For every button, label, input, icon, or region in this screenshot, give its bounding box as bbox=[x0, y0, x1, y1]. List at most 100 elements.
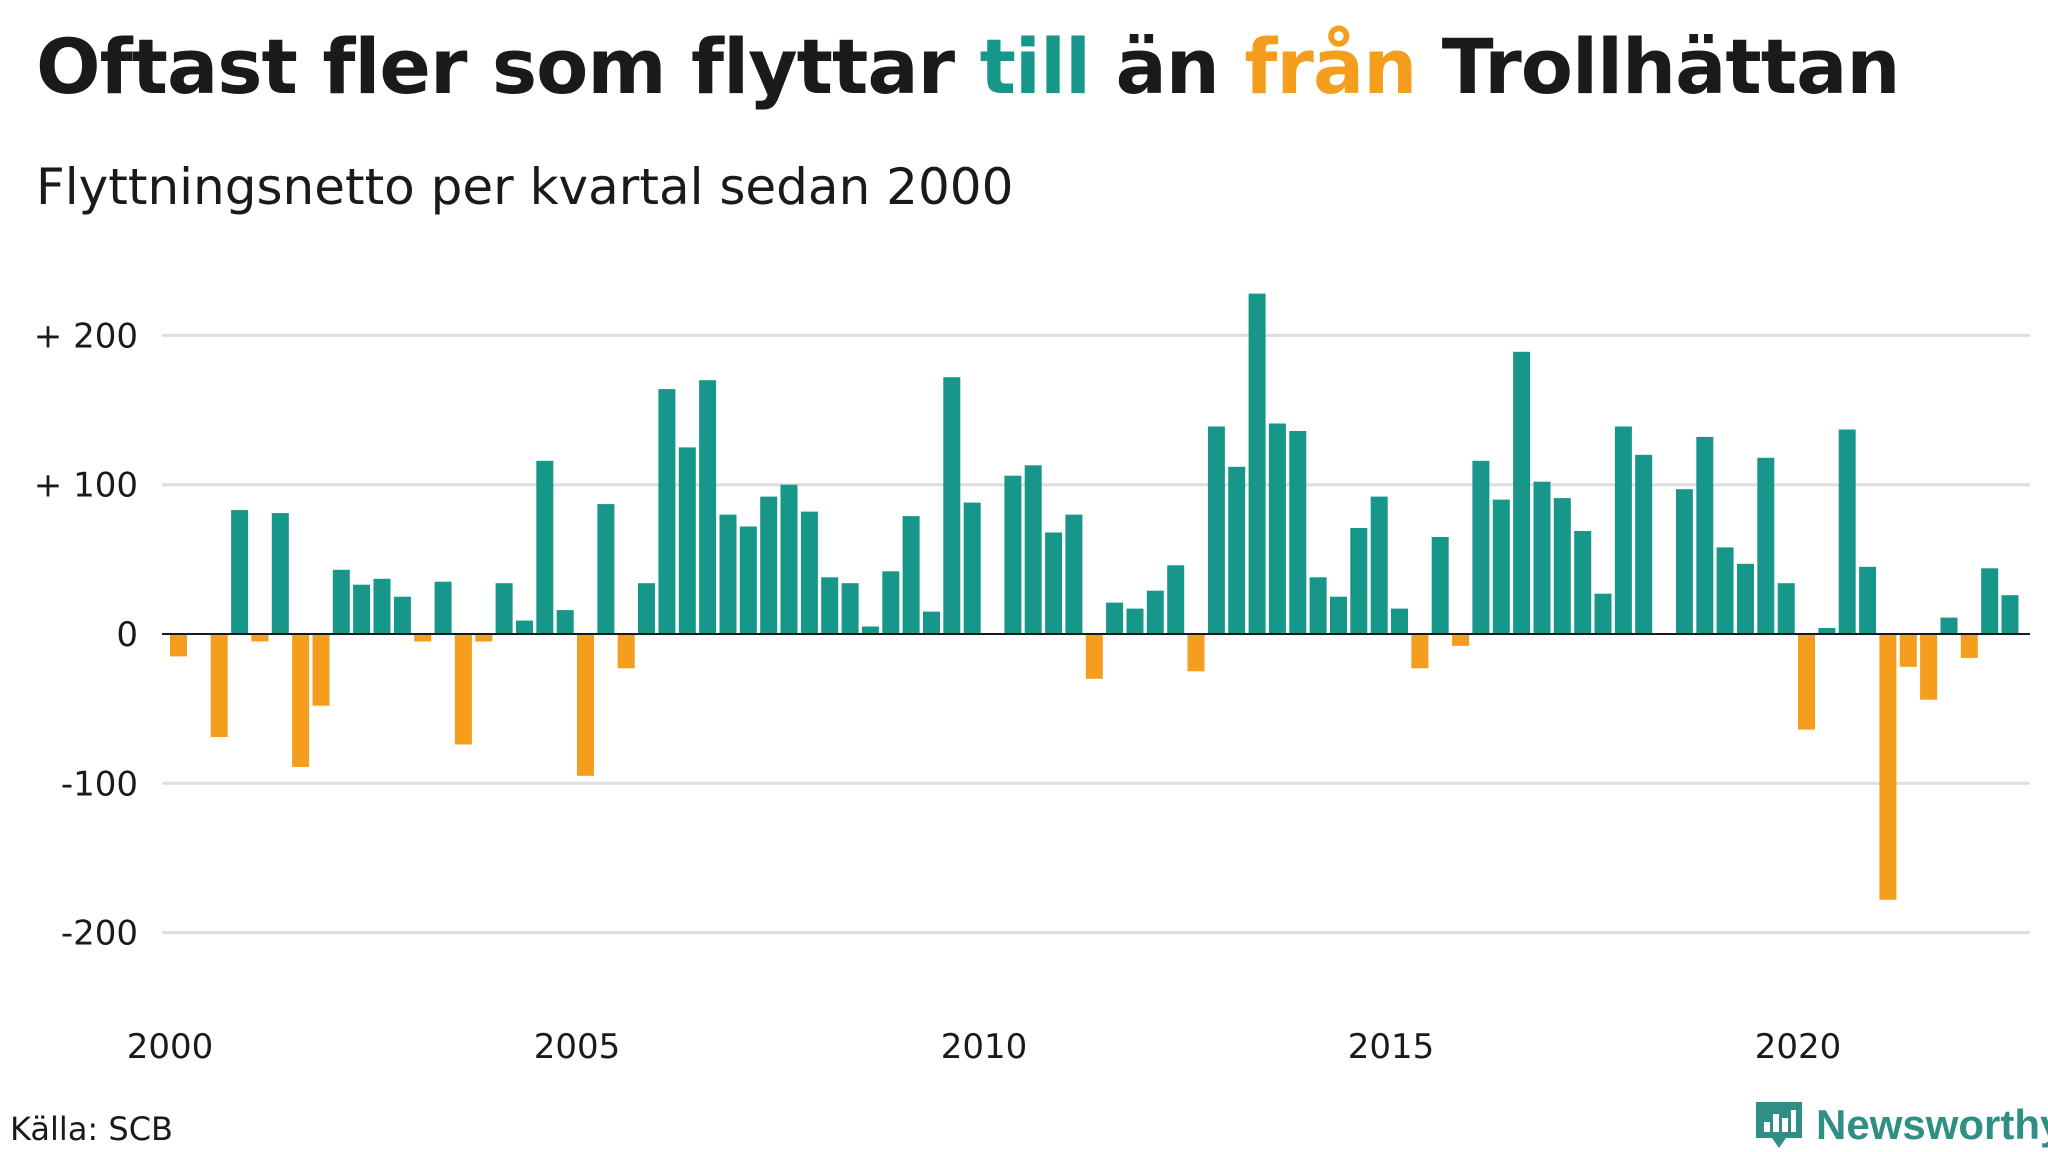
bar bbox=[1879, 634, 1897, 900]
bar bbox=[393, 596, 411, 634]
bar bbox=[1309, 577, 1327, 634]
bar bbox=[1268, 423, 1286, 634]
bar bbox=[516, 620, 533, 634]
bar bbox=[1126, 608, 1144, 634]
bar bbox=[902, 516, 920, 634]
bar bbox=[963, 502, 981, 634]
bar bbox=[1838, 429, 1856, 634]
x-tick-label: 2005 bbox=[534, 1027, 621, 1067]
bar bbox=[1370, 496, 1388, 634]
title-part-2: än bbox=[1090, 22, 1245, 111]
bar bbox=[1391, 608, 1408, 634]
bar bbox=[1004, 475, 1022, 634]
bar bbox=[1798, 634, 1815, 730]
chart-title: Oftast fler som flyttar till än från Tro… bbox=[36, 22, 1901, 111]
bar bbox=[1818, 628, 1836, 634]
bar bbox=[943, 377, 961, 634]
bar bbox=[638, 583, 655, 634]
bar bbox=[658, 389, 676, 634]
bar bbox=[475, 634, 493, 642]
y-tick-label: + 200 bbox=[34, 316, 138, 356]
bar bbox=[1350, 528, 1368, 634]
bar bbox=[1167, 565, 1185, 634]
bar bbox=[1574, 531, 1592, 634]
y-tick-label: -200 bbox=[61, 914, 138, 954]
title-part-1: Oftast fler som flyttar bbox=[36, 22, 980, 111]
bar bbox=[1513, 351, 1531, 634]
bar bbox=[1940, 617, 1958, 634]
bar bbox=[1431, 537, 1449, 634]
bar bbox=[271, 513, 289, 634]
bar bbox=[760, 496, 778, 634]
brand-logo: Newsworthy bbox=[1752, 1098, 2048, 1152]
bar bbox=[1228, 466, 1246, 634]
x-axis-ticks: 2000 2005 2010 2015 2020 bbox=[127, 1027, 1842, 1067]
bar bbox=[678, 447, 696, 634]
bar bbox=[1614, 426, 1632, 634]
bar bbox=[373, 578, 391, 634]
bar bbox=[170, 634, 187, 657]
bar bbox=[1187, 634, 1205, 672]
bar bbox=[1899, 634, 1917, 667]
bar bbox=[1737, 563, 1754, 634]
bar bbox=[353, 584, 371, 634]
bar bbox=[617, 634, 635, 669]
bar bbox=[332, 569, 350, 634]
bar bbox=[454, 634, 472, 745]
bar bbox=[1777, 583, 1795, 634]
title-till: till bbox=[979, 22, 1091, 111]
chart-subtitle: Flyttningsnetto per kvartal sedan 2000 bbox=[36, 158, 1014, 216]
bars bbox=[170, 293, 2019, 900]
bar bbox=[1207, 426, 1225, 634]
bar bbox=[1045, 532, 1063, 634]
x-tick-label: 2010 bbox=[941, 1027, 1028, 1067]
y-tick-label: + 100 bbox=[34, 466, 138, 506]
bar bbox=[1981, 568, 1999, 634]
bar bbox=[1533, 481, 1551, 634]
bar bbox=[800, 511, 818, 634]
bar bbox=[231, 510, 249, 634]
bar bbox=[2001, 595, 2019, 634]
bar bbox=[1146, 590, 1164, 634]
y-axis-ticks: + 200 + 100 0 -100 -200 bbox=[34, 316, 138, 953]
bar bbox=[1330, 596, 1347, 634]
newsworthy-logo-icon bbox=[1756, 1102, 1802, 1148]
bar bbox=[1675, 489, 1693, 634]
bar bbox=[1411, 634, 1429, 669]
bar bbox=[699, 380, 717, 634]
bar bbox=[495, 583, 513, 634]
bar bbox=[1452, 634, 1470, 646]
bar bbox=[780, 484, 798, 634]
bar bbox=[1472, 460, 1490, 634]
bar bbox=[1553, 498, 1571, 634]
x-tick-label: 2000 bbox=[127, 1027, 214, 1067]
bar bbox=[882, 571, 900, 634]
bar bbox=[1696, 436, 1714, 634]
source-note: Källa: SCB bbox=[10, 1110, 173, 1148]
bar bbox=[821, 577, 839, 634]
bar bbox=[434, 581, 452, 634]
bar bbox=[1106, 602, 1124, 634]
bar bbox=[1024, 465, 1042, 634]
bar bbox=[1757, 457, 1775, 634]
bar bbox=[536, 460, 554, 634]
bar bbox=[923, 611, 940, 634]
bar bbox=[292, 634, 310, 767]
y-tick-label: 0 bbox=[116, 615, 138, 655]
bar bbox=[251, 634, 269, 642]
title-part-3: Trollhättan bbox=[1416, 22, 1901, 111]
y-tick-label: -100 bbox=[61, 764, 138, 804]
bar bbox=[556, 610, 574, 634]
bar bbox=[719, 514, 737, 634]
bar bbox=[1085, 634, 1103, 679]
bar bbox=[739, 526, 757, 634]
brand-name: Newsworthy bbox=[1816, 1101, 2048, 1148]
bar bbox=[597, 504, 615, 634]
gridlines bbox=[162, 333, 2030, 935]
bar bbox=[1248, 293, 1266, 634]
bar bbox=[1065, 514, 1083, 634]
bar bbox=[312, 634, 330, 706]
bar bbox=[577, 634, 594, 776]
bar bbox=[1635, 454, 1653, 634]
